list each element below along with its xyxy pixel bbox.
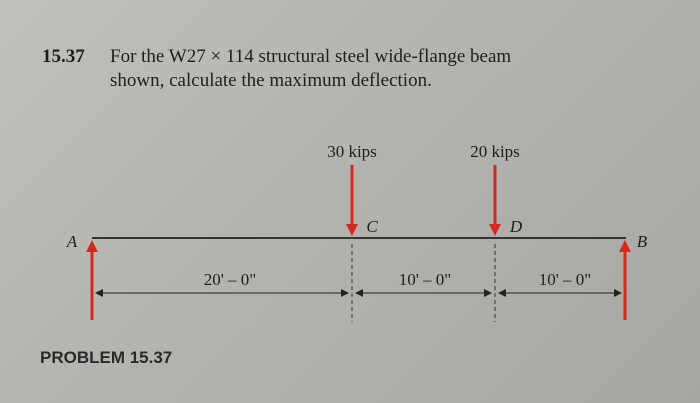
arrow-head — [619, 240, 631, 252]
load-label: 30 kips — [327, 142, 377, 161]
dimension-label: 20' – 0" — [204, 270, 257, 289]
arrow-head — [346, 224, 358, 236]
arrow-head — [489, 224, 501, 236]
point-label: D — [509, 217, 523, 236]
problem-text: shown, calculate the maximum deflection. — [110, 70, 432, 91]
arrow-head — [86, 240, 98, 252]
point-label: B — [637, 232, 648, 251]
point-label: A — [66, 232, 78, 251]
dimension-label: 10' – 0" — [539, 270, 592, 289]
load-label: 20 kips — [470, 142, 520, 161]
caption: PROBLEM 15.37 — [40, 348, 172, 367]
dimension-label: 10' – 0" — [399, 270, 452, 289]
point-label: C — [366, 217, 378, 236]
problem-text: For the W27 × 114 structural steel wide-… — [110, 46, 511, 67]
problem-number: 15.37 — [42, 46, 85, 67]
